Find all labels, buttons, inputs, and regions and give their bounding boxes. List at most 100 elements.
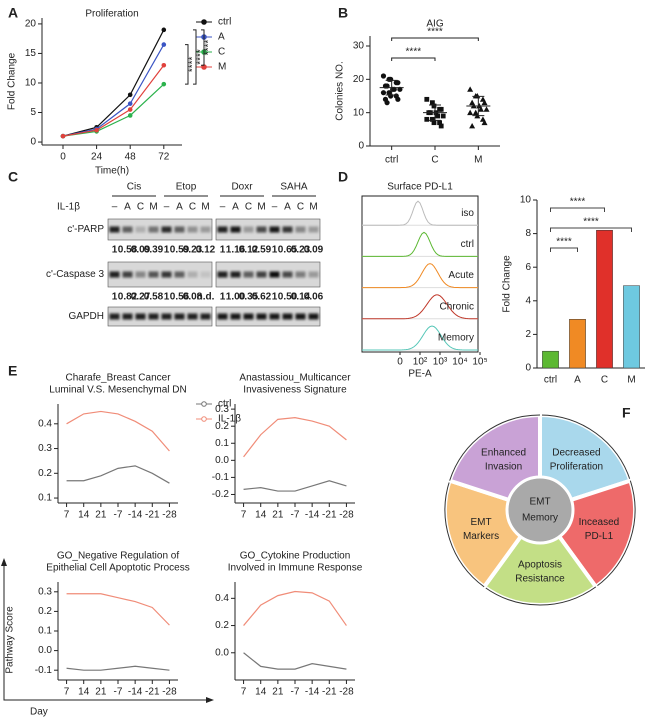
dot: [467, 86, 474, 92]
diagram-center: [505, 475, 575, 545]
x-tick-label: 10⁴: [452, 357, 467, 368]
x-tick-label: -14: [305, 687, 320, 698]
bracket: [193, 29, 197, 85]
segment-outline: [444, 480, 485, 588]
series-line: [66, 665, 170, 671]
band: [256, 313, 267, 320]
marker: [161, 81, 167, 87]
significance: ****: [204, 40, 215, 56]
blot-row-label: c'-PARP: [67, 224, 104, 235]
segment-outline: [483, 586, 597, 606]
segment-outline: [539, 414, 631, 481]
quant-label: 0.62: [252, 292, 272, 303]
y-tick-label: 0.0: [215, 647, 229, 658]
band: [109, 313, 120, 320]
quant-label: 0.23: [291, 245, 311, 256]
lane-label: A: [232, 202, 239, 213]
quant-label: 0.14: [291, 292, 311, 303]
segment-label: Enhanced: [481, 447, 526, 458]
blot-group: SAHA: [280, 182, 308, 193]
series-line: [243, 417, 347, 458]
y-tick-label: -0.1: [35, 665, 53, 676]
x-tick-label: 21: [95, 510, 107, 521]
chart-title: Involved in Immune Response: [228, 563, 363, 574]
band: [161, 271, 172, 278]
blot-row-label: GAPDH: [68, 311, 104, 322]
x-tick-label: 14: [255, 687, 267, 698]
y-tick-label: 10: [520, 195, 532, 206]
quant-label: 1: [272, 245, 278, 256]
dot: [483, 106, 490, 112]
marker: [127, 107, 133, 112]
quant-label: 0.09: [131, 245, 151, 256]
dot: [438, 123, 444, 129]
x-axis-label: Time(h): [95, 166, 129, 177]
lane-label: –: [220, 202, 226, 213]
quant-label: n.d.: [197, 292, 215, 303]
center-label: Memory: [522, 513, 558, 524]
chart-title: GO_Negative Regulation of: [57, 551, 180, 562]
band: [135, 226, 146, 233]
lane-label: –: [272, 202, 278, 213]
quant-label: 1: [164, 245, 170, 256]
y-tick-label: 0.0: [38, 645, 52, 656]
lane-label: C: [137, 202, 144, 213]
lane-label: C: [245, 202, 252, 213]
quant-label: 0.65: [278, 245, 298, 256]
quant-label: 1: [220, 245, 226, 256]
chart-title: Invasiveness Signature: [243, 385, 347, 396]
chart-title: Luminal V.S. Mesenchymal DN: [49, 385, 186, 396]
y-tick-label: 10: [353, 107, 365, 118]
quant-label: 0.35: [239, 292, 259, 303]
x-tick-label: -28: [339, 687, 354, 698]
lane-label: A: [284, 202, 291, 213]
x-tick-label: 0: [397, 357, 403, 368]
bracket: [185, 44, 189, 85]
histogram: [362, 231, 478, 257]
chart-title: Charafe_Breast Cancer: [65, 373, 171, 384]
bracket: [391, 57, 436, 61]
x-tick-label: -7: [114, 510, 123, 521]
y-tick-label: 4: [525, 295, 531, 306]
x-tick-label: A: [574, 375, 581, 386]
quant-label: 1: [272, 292, 278, 303]
lane-label: –: [112, 202, 118, 213]
x-axis-label: Day: [30, 707, 48, 718]
y-tick-label: 0: [525, 363, 531, 374]
dot: [467, 109, 474, 116]
x-tick-label: 21: [95, 687, 107, 698]
dot: [430, 116, 435, 122]
panel-label: C: [8, 169, 18, 185]
blot-membrane: [215, 306, 321, 327]
band: [161, 313, 172, 320]
y-axis-label: Pathway Score: [5, 606, 16, 674]
x-tick-label: 72: [158, 152, 170, 163]
y-tick-label: 0.3: [215, 404, 229, 415]
lane-label: M: [201, 202, 209, 213]
band: [308, 271, 319, 278]
legend-marker: [201, 19, 207, 25]
legend-label: ctrl: [218, 399, 231, 410]
bar: [542, 350, 559, 369]
x-tick-label: -28: [162, 510, 177, 521]
legend-label: A: [218, 32, 225, 43]
band: [295, 271, 306, 278]
band: [243, 271, 254, 278]
y-tick-label: 0.4: [38, 418, 52, 429]
y-tick-label: 6: [525, 262, 531, 273]
quant-label: 1.16: [226, 245, 246, 256]
panel-label: D: [338, 169, 348, 185]
band: [282, 226, 293, 233]
blot-membrane: [107, 218, 213, 241]
dot: [477, 106, 484, 112]
dot: [424, 116, 430, 122]
quant-label: 0.06: [304, 292, 324, 303]
x-tick-label: M: [474, 155, 482, 166]
y-tick-label: 0: [30, 137, 36, 148]
x-tick-label: 48: [125, 152, 137, 163]
significance: ****: [570, 197, 586, 208]
band: [109, 226, 120, 233]
lane-label: M: [309, 202, 317, 213]
dot: [435, 113, 440, 119]
band: [187, 271, 198, 278]
